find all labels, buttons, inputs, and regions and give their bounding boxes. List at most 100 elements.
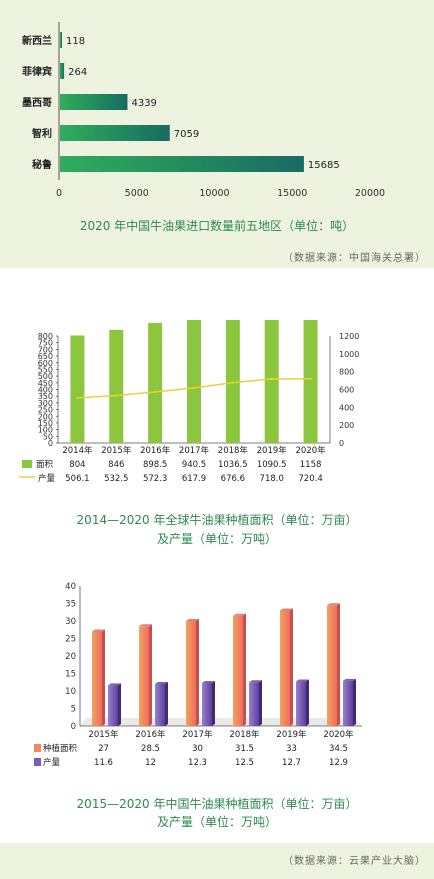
china-area-output-chart: 0 5 10 15 20 25 30 35 40 2015年 27 11.6 2016年 28.5 12 20… <box>34 582 362 768</box>
chart3-y-tick: 40 <box>65 582 76 592</box>
chart3-output-column-side <box>353 678 356 726</box>
chart1-category-label: 菲律宾 <box>22 65 52 78</box>
chart3-y-tick: 20 <box>65 652 76 662</box>
chart1-title: 2020 年中国牛油果进口数量前五地区（单位：吨） <box>79 219 355 233</box>
chart3-area-column-side <box>102 629 105 726</box>
chart2-category-label: 2016年 <box>140 445 171 456</box>
chart1-category-label: 新西兰 <box>22 34 52 47</box>
chart3-area-data-label: 28.5 <box>141 744 160 754</box>
chart3-output-column <box>296 681 306 726</box>
chart1-category-label: 秘鲁 <box>32 158 52 171</box>
chart2-left-tick: 600 <box>38 359 53 368</box>
chart3-category-label: 2016年 <box>135 729 166 740</box>
chart3-output-column-top <box>202 680 215 683</box>
chart1-value-label: 15685 <box>308 160 340 171</box>
chart2-right-tick: 600 <box>339 386 354 395</box>
chart2-output-data-label: 532.5 <box>104 474 128 484</box>
chart2-area-data-label: 1158 <box>300 460 322 470</box>
chart3-category-label: 2015年 <box>88 729 119 740</box>
chart3-area-column-side <box>243 613 246 726</box>
chart2-output-data-label: 506.1 <box>65 474 89 484</box>
chart3-output-data-label: 12.5 <box>235 758 254 768</box>
chart1-bar <box>60 156 304 172</box>
chart2-output-point <box>115 394 118 397</box>
chart1-bar <box>60 125 170 141</box>
chart1-x-tick: 5000 <box>125 188 149 199</box>
chart2-category-label: 2015年 <box>101 445 132 456</box>
chart2-output-data-label: 718.0 <box>260 474 284 484</box>
chart2-output-data-label: 617.9 <box>182 474 206 484</box>
chart3-output-column <box>343 680 353 726</box>
chart3-area-column <box>186 621 196 726</box>
chart2-output-data-label: 676.6 <box>221 474 245 484</box>
chart1-bar <box>60 32 62 48</box>
source-yunguo: （数据来源：云果产业大脑） <box>283 856 426 867</box>
chart2-right-tick: 400 <box>339 403 354 412</box>
chart3-area-column <box>327 605 337 726</box>
chart3-y-tick: 30 <box>65 617 76 627</box>
chart3-area-data-label: 30 <box>192 744 203 754</box>
chart2-area-data-label: 846 <box>108 460 124 470</box>
chart2-right-tick: 200 <box>339 421 354 430</box>
chart2-area-bar <box>303 320 318 443</box>
chart3-area-column-side <box>337 603 340 726</box>
chart1-category-label: 智利 <box>32 127 52 140</box>
chart1-value-label: 7059 <box>174 129 199 140</box>
chart3-output-column-top <box>249 680 262 683</box>
chart3-title-line1: 2015—2020 年中国牛油果种植面积（单位：万亩） <box>76 797 358 811</box>
chart2-left-tick: 300 <box>38 399 53 408</box>
chart2-right-tick: 1200 <box>339 332 359 341</box>
chart2-legend-area-swatch <box>22 460 32 468</box>
chart3-y-tick: 10 <box>65 687 76 697</box>
chart2-output-point <box>153 390 157 394</box>
chart2-area-data-label: 898.5 <box>143 460 167 470</box>
chart3-area-column <box>280 610 290 726</box>
chart3-area-data-label: 34.5 <box>329 744 348 754</box>
chart3-category-label: 2020年 <box>323 729 354 740</box>
chart3-output-data-label: 11.6 <box>94 758 113 768</box>
chart2-left-tick: 550 <box>38 365 53 374</box>
chart3-output-data-label: 12 <box>145 758 156 768</box>
chart3-category-label: 2018年 <box>229 729 260 740</box>
chart1-bar <box>60 63 65 79</box>
chart3-output-column <box>108 685 118 726</box>
chart3-area-column-side <box>196 619 199 726</box>
chart2-category-label: 2018年 <box>218 445 249 456</box>
chart3-area-column-top <box>139 624 152 627</box>
chart3-output-column-side <box>212 680 215 726</box>
chart3-area-column-side <box>149 624 152 726</box>
chart3-area-data-label: 27 <box>98 744 109 754</box>
chart3-category-label: 2019年 <box>276 729 307 740</box>
chart2-output-point <box>309 377 312 380</box>
chart3-output-column <box>155 684 165 726</box>
chart2-area-data-label: 1036.5 <box>218 460 248 470</box>
chart2-right-tick: 800 <box>339 368 354 377</box>
chart2-output-point <box>270 377 273 381</box>
chart2-left-tick: 750 <box>38 339 53 348</box>
chart3-area-column-top <box>280 608 293 611</box>
chart3-y-tick: 35 <box>65 600 76 610</box>
chart2-left-tick: 250 <box>38 406 53 415</box>
chart3-output-column-top <box>296 679 309 682</box>
chart2-left-tick: 650 <box>38 352 53 361</box>
chart3-output-column-top <box>155 682 168 684</box>
chart3-title-line2: 及产量（单位：万吨） <box>156 815 277 829</box>
chart3-output-column-side <box>118 683 121 726</box>
chart2-left-tick: 450 <box>38 379 53 388</box>
chart2-area-bar <box>264 320 279 443</box>
chart3-output-column-side <box>165 682 168 726</box>
chart3-y-tick: 5 <box>71 705 76 715</box>
chart3-legend-output-swatch <box>34 758 41 766</box>
chart3-area-column-top <box>233 613 246 616</box>
chart3-output-column-side <box>306 679 309 726</box>
chart2-category-label: 2020年 <box>296 445 327 456</box>
chart3-area-column-top <box>327 603 340 606</box>
band-bottom <box>0 843 434 879</box>
source-customs: （数据来源：中国海关总署） <box>283 253 426 264</box>
chart3-output-column-top <box>343 678 356 681</box>
chart2-output-point <box>231 381 235 384</box>
chart2-area-bar <box>148 322 163 443</box>
chart2-area-data-label: 940.5 <box>182 460 206 470</box>
chart3-area-column-top <box>186 619 199 621</box>
chart2-category-label: 2014年 <box>62 445 93 456</box>
